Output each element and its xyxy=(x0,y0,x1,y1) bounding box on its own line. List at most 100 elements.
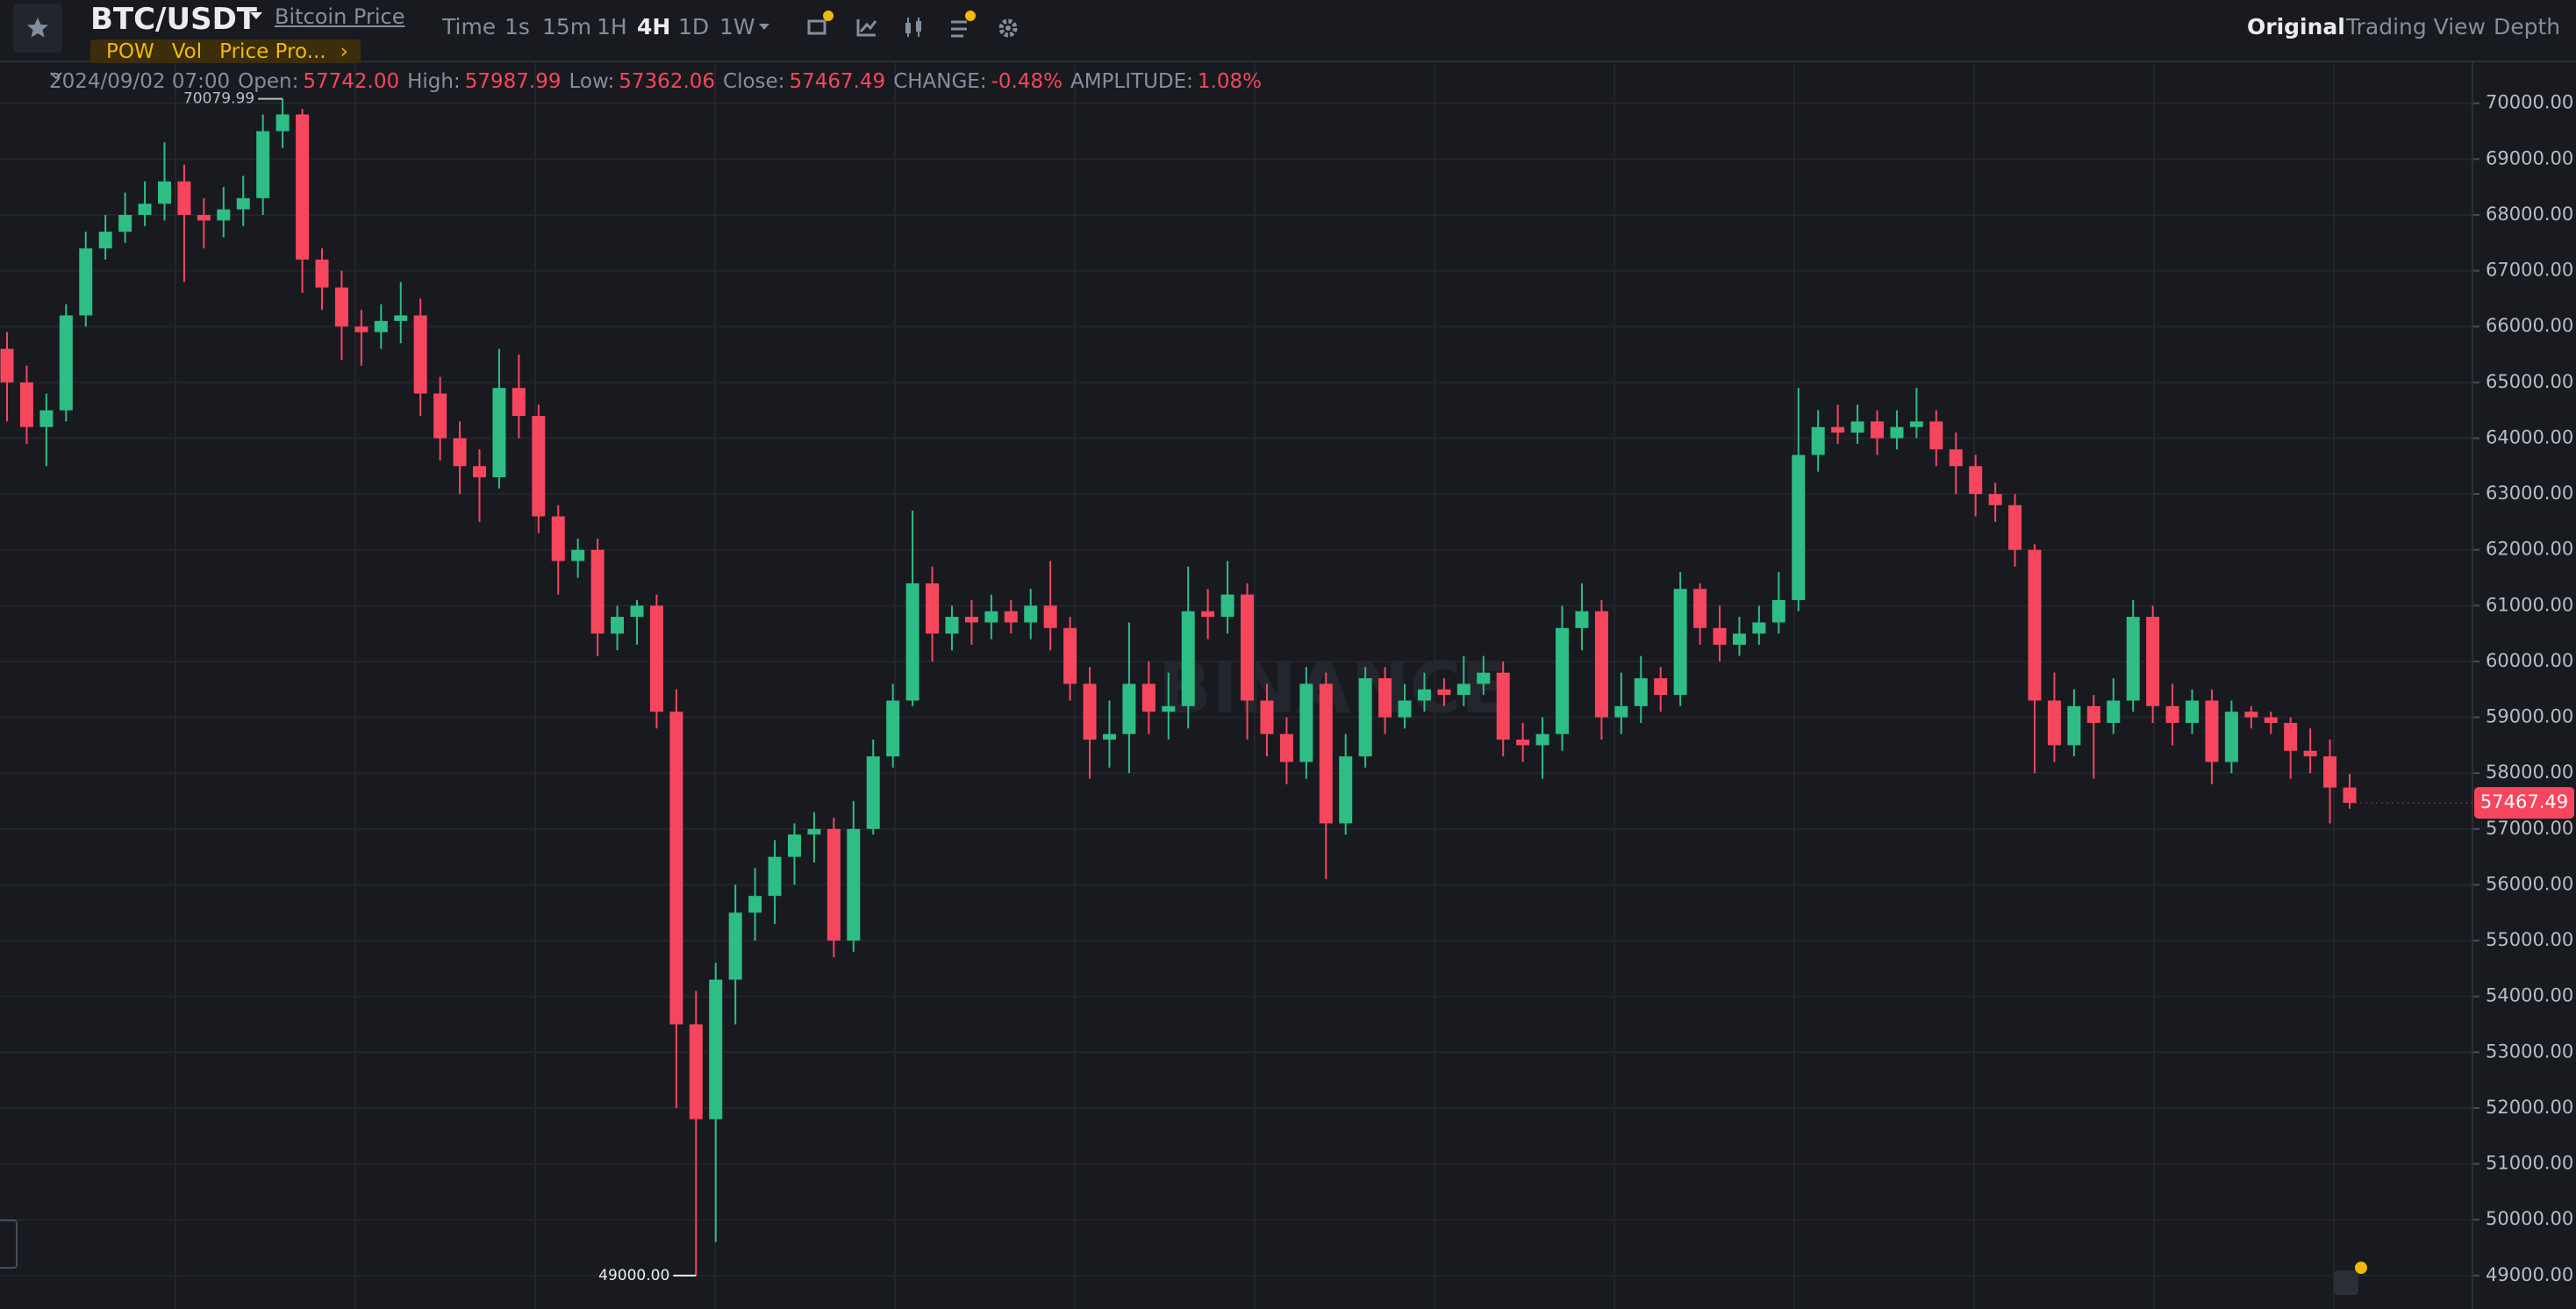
interval-button[interactable]: 15m xyxy=(542,14,592,39)
indicator-tag[interactable]: Vol xyxy=(171,39,203,63)
y-tick-label: 66000.00 xyxy=(2486,315,2573,336)
candle-body xyxy=(1693,589,1707,628)
candle-body xyxy=(1437,689,1451,696)
indicator-tag[interactable]: Price Pro... xyxy=(219,39,326,63)
candle-body xyxy=(1969,466,1983,495)
candle-body xyxy=(1299,683,1313,762)
indicator-icon[interactable] xyxy=(807,11,834,35)
favorite-button[interactable] xyxy=(13,4,62,53)
candle-body xyxy=(1871,421,1885,439)
candle-body xyxy=(2126,617,2140,701)
candle-body xyxy=(2244,712,2258,718)
candle-body xyxy=(1792,454,1806,600)
candle-body xyxy=(236,197,250,210)
candle-body xyxy=(926,583,940,634)
candle-body xyxy=(2343,787,2357,804)
candle-body xyxy=(649,605,663,712)
candle-body xyxy=(1556,627,1570,734)
candle-body xyxy=(2008,504,2022,550)
candle-body xyxy=(2146,617,2160,706)
view-button[interactable]: Original xyxy=(2247,14,2345,39)
candle-body xyxy=(728,912,742,980)
y-tick-label: 59000.00 xyxy=(2486,706,2573,727)
candle-body xyxy=(1241,594,1255,701)
interval-button[interactable]: 1s xyxy=(504,14,530,39)
view-button[interactable]: Trading View xyxy=(2346,14,2486,39)
expand-drawer-button[interactable] xyxy=(0,1220,18,1269)
info-date: 2024/09/02 07:00 xyxy=(49,70,231,93)
candle-body xyxy=(2107,700,2121,723)
info-label: AMPLITUDE: xyxy=(1070,70,1193,93)
y-tick-label: 64000.00 xyxy=(2486,426,2573,447)
interval-button[interactable]: 1W xyxy=(719,14,755,39)
info-value: 57362.06 xyxy=(619,70,716,93)
candle-body xyxy=(1339,756,1353,824)
candle-body xyxy=(1771,599,1785,623)
y-tick-label: 62000.00 xyxy=(2486,539,2573,560)
candle-body xyxy=(492,388,506,477)
candle-body xyxy=(1122,683,1136,734)
candle-body xyxy=(826,828,841,941)
candle-body xyxy=(1181,611,1195,706)
candle-icon[interactable] xyxy=(905,18,921,37)
info-value: -0.48% xyxy=(991,70,1063,93)
candle-body xyxy=(2205,700,2219,762)
candle-body xyxy=(807,828,821,835)
indicator-tag[interactable]: POW xyxy=(106,39,154,63)
candle-body xyxy=(886,700,900,757)
candle-body xyxy=(453,438,467,467)
symbol-caret[interactable] xyxy=(247,9,265,23)
candle-body xyxy=(866,756,880,829)
candle-body xyxy=(0,348,14,383)
view-button[interactable]: Depth xyxy=(2494,14,2561,39)
y-tick-label: 63000.00 xyxy=(2486,483,2573,504)
interval-button[interactable]: 4H xyxy=(637,14,671,39)
candle-body xyxy=(1319,683,1333,824)
symbol[interactable]: BTC/USDT xyxy=(90,2,257,37)
candle-body xyxy=(315,259,329,288)
candle-body xyxy=(256,131,270,198)
settings-icon[interactable] xyxy=(998,18,1018,38)
candle-body xyxy=(177,181,191,215)
y-tick-label: 51000.00 xyxy=(2486,1153,2573,1174)
candle-body xyxy=(2186,700,2200,723)
chart-type-icon[interactable] xyxy=(856,19,877,37)
interval-button[interactable]: 1H xyxy=(597,14,627,39)
candle-body xyxy=(2303,750,2317,757)
candle-body xyxy=(1063,627,1077,684)
candle-body xyxy=(1732,633,1746,645)
interval-button[interactable]: 1D xyxy=(678,14,710,39)
candle-body xyxy=(945,617,959,634)
candle-body xyxy=(1909,421,1923,427)
candle-body xyxy=(689,1024,703,1119)
candle-body xyxy=(1004,611,1018,623)
interval-button[interactable]: Time xyxy=(442,14,497,39)
price-link[interactable]: Bitcoin Price xyxy=(275,4,405,29)
layout-icon[interactable] xyxy=(951,11,976,38)
candle-body xyxy=(1831,426,1845,433)
candle-body xyxy=(905,583,919,701)
tag-more[interactable]: › xyxy=(340,39,348,63)
candle-body xyxy=(217,209,231,221)
y-tick-label: 70000.00 xyxy=(2486,92,2573,113)
candle-body xyxy=(1949,449,1963,467)
candle-body xyxy=(1713,627,1727,645)
candle-body xyxy=(118,214,132,232)
y-tick-label: 52000.00 xyxy=(2486,1097,2573,1118)
y-tick-label: 60000.00 xyxy=(2486,650,2573,671)
tool-icons xyxy=(807,11,1018,38)
candle-body xyxy=(669,712,683,1025)
orders-toggle[interactable] xyxy=(2334,1262,2367,1295)
candle-body xyxy=(847,828,861,941)
candle-body xyxy=(1260,700,1274,734)
interval-caret[interactable] xyxy=(756,21,774,33)
low-marker-label: 49000.00 xyxy=(598,1267,669,1284)
candle-body xyxy=(787,834,801,857)
y-tick-label: 61000.00 xyxy=(2486,594,2573,615)
candle-body xyxy=(768,856,782,897)
high-marker-label: 70079.99 xyxy=(183,90,254,108)
collapse-caret[interactable] xyxy=(49,70,63,81)
candle-body xyxy=(1024,605,1038,623)
candle-body xyxy=(197,214,211,221)
candle-body xyxy=(984,611,998,623)
